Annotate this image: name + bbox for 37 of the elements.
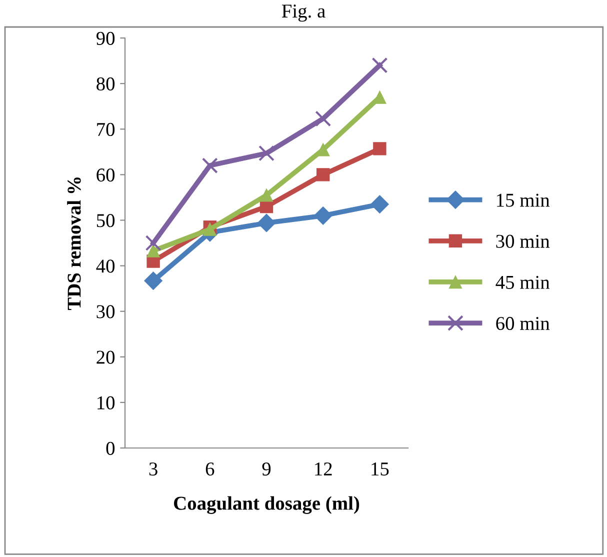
point	[202, 158, 218, 174]
point	[257, 214, 276, 232]
y-tick-label: 90	[96, 32, 115, 45]
point	[373, 142, 386, 156]
legend-label: 60 min	[496, 316, 550, 330]
point	[316, 143, 330, 156]
legend-label: 30 min	[496, 234, 550, 248]
y-tick-label: 70	[97, 122, 115, 136]
point	[146, 244, 160, 258]
point	[315, 110, 332, 127]
y-tick-label: 50	[96, 214, 115, 228]
point	[144, 272, 162, 290]
y-tick-label: 80	[96, 77, 115, 90]
point	[372, 57, 388, 74]
point	[260, 188, 274, 202]
y-tick-label: 30	[96, 305, 115, 318]
x-axis-title: Coagulant dosage (ml)	[174, 496, 360, 514]
y-tick-label: 10	[98, 396, 115, 410]
x-tick-label: 12	[315, 462, 332, 476]
point	[145, 235, 162, 251]
y-tick-label: 60	[96, 168, 115, 182]
y-tick-label: 20	[96, 350, 115, 364]
point	[314, 206, 332, 225]
y-tick-label: 40	[96, 260, 115, 273]
x-tick-label: 6	[206, 462, 214, 476]
chart-title: Fig. a	[282, 4, 326, 22]
legend-label: 15 min	[497, 194, 550, 207]
y-axis-title: TDS removal %	[67, 177, 81, 310]
point	[316, 168, 330, 182]
x-tick-label: 9	[262, 462, 271, 476]
point	[370, 195, 389, 214]
x-tick-label: 3	[149, 462, 158, 476]
y-tick-label: 0	[106, 442, 115, 455]
point	[203, 222, 216, 236]
x-tick-label: 15	[372, 462, 389, 476]
point	[258, 145, 274, 162]
legend-label: 45 min	[496, 276, 550, 289]
